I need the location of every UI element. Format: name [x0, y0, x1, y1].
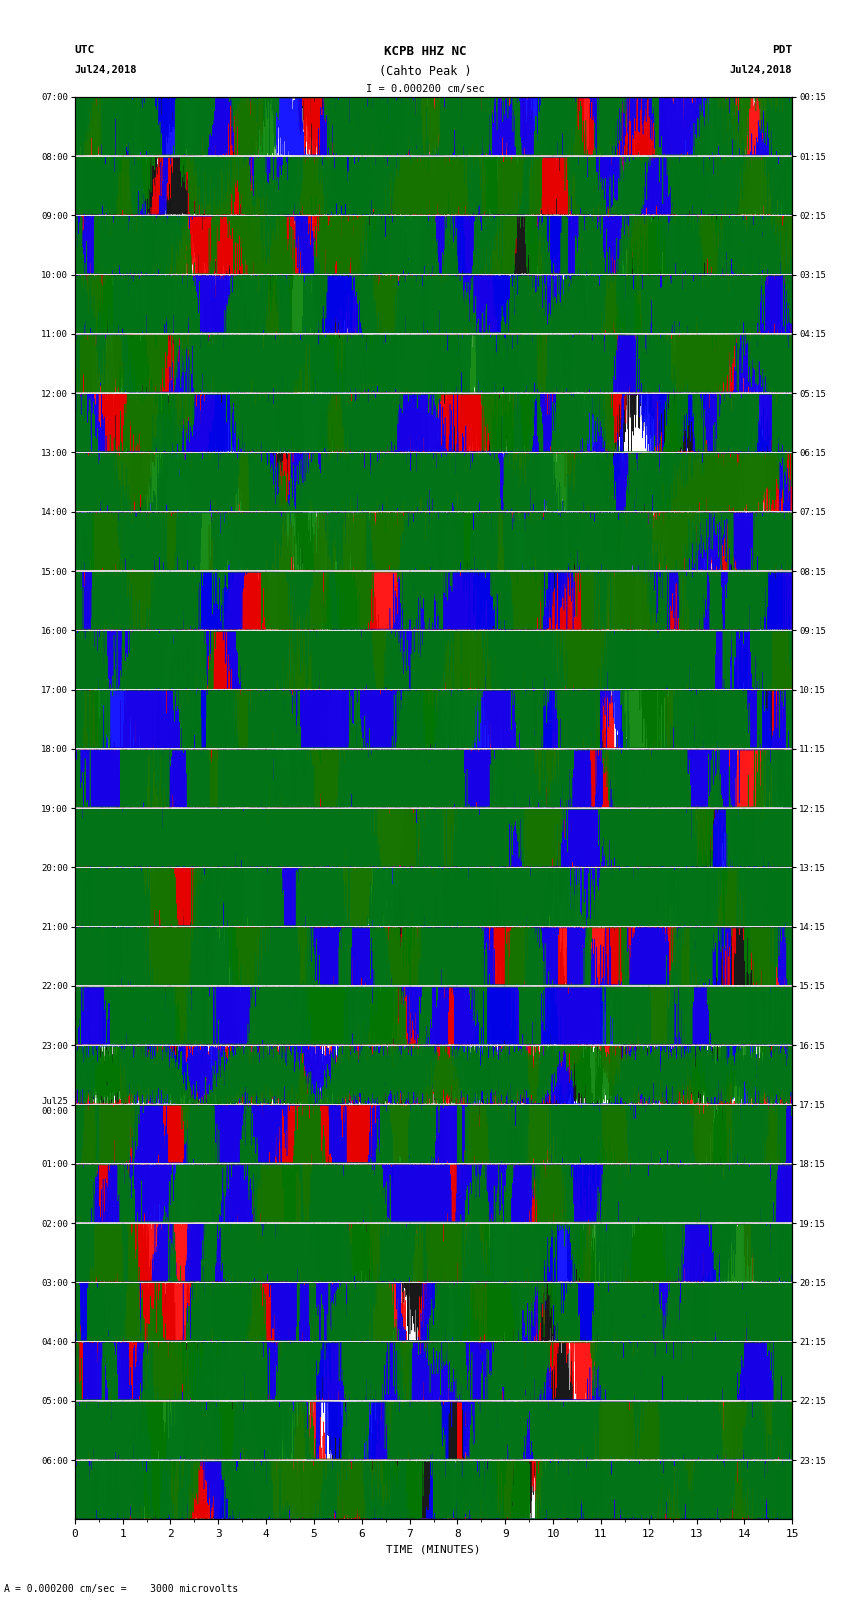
Text: Jul24,2018: Jul24,2018 [75, 65, 138, 74]
Text: UTC: UTC [75, 45, 95, 55]
X-axis label: TIME (MINUTES): TIME (MINUTES) [386, 1545, 481, 1555]
Text: I = 0.000200 cm/sec: I = 0.000200 cm/sec [366, 84, 484, 94]
Text: PDT: PDT [772, 45, 792, 55]
Text: A: A [4, 1584, 10, 1594]
Text: (Cahto Peak ): (Cahto Peak ) [379, 65, 471, 77]
Text: Jul24,2018: Jul24,2018 [729, 65, 792, 74]
Text: = 0.000200 cm/sec =    3000 microvolts: = 0.000200 cm/sec = 3000 microvolts [15, 1584, 239, 1594]
Text: KCPB HHZ NC: KCPB HHZ NC [383, 45, 467, 58]
